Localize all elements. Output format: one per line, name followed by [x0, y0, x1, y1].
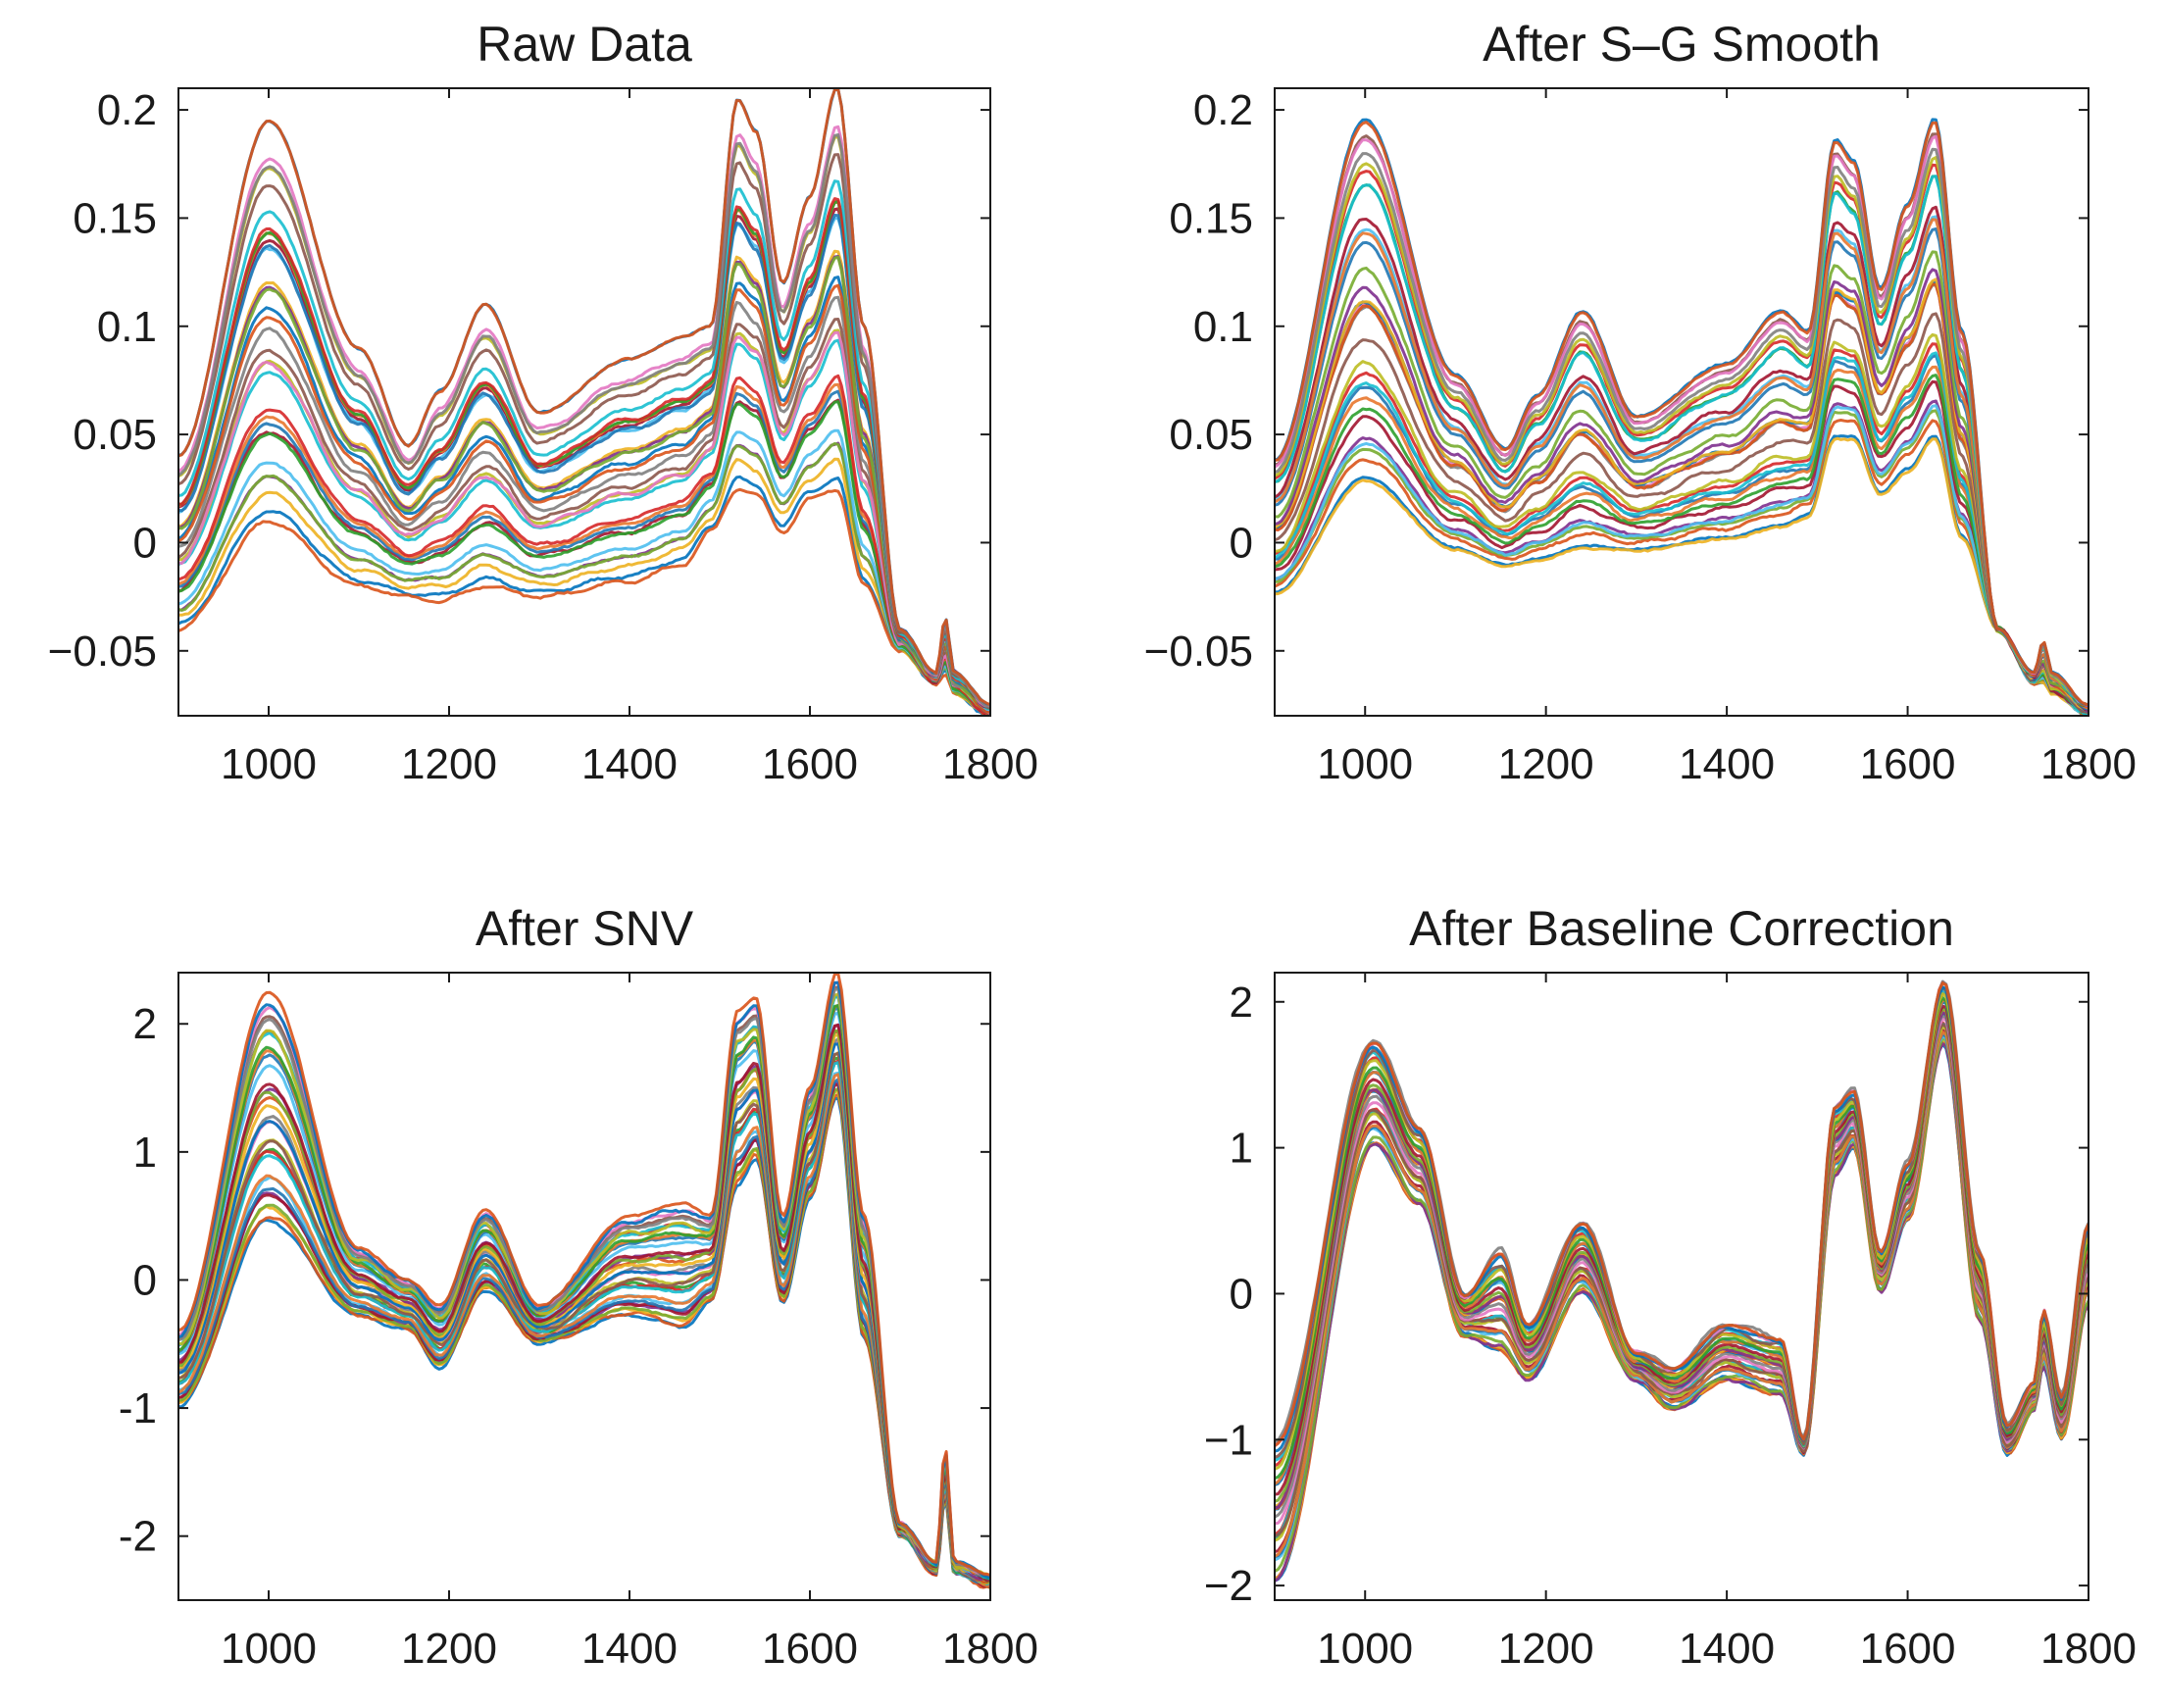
- raw-data-series-line: [178, 457, 990, 716]
- sg-smooth-series-line: [1275, 332, 2089, 715]
- raw-data-ytick-label: 0.2: [97, 86, 157, 134]
- raw-data-ytick-label: 0.05: [73, 411, 157, 459]
- raw-data-series-line: [178, 441, 990, 716]
- baseline-correction-axes-box: [1274, 972, 2089, 1601]
- sg-smooth-series-line: [1275, 218, 2089, 710]
- sg-smooth-ytick-label: −0.05: [1144, 628, 1253, 676]
- baseline-correction-ytick-label: −2: [1204, 1562, 1253, 1610]
- raw-data-series-line: [178, 295, 990, 712]
- raw-data-xtick-label: 1200: [401, 740, 497, 788]
- raw-data-series-line: [178, 283, 990, 714]
- baseline-correction-title: After Baseline Correction: [1409, 901, 1954, 956]
- sg-smooth-ytick-label: 0.15: [1169, 194, 1253, 242]
- snv-ytick-label: 0: [133, 1256, 157, 1304]
- baseline-correction-series-group: [1275, 980, 2089, 1582]
- baseline-correction-ytick-label: 2: [1230, 979, 1253, 1027]
- raw-data-series-line: [178, 374, 990, 715]
- sg-smooth-series-line: [1275, 379, 2089, 714]
- snv-ytick-label: 2: [133, 1000, 157, 1048]
- raw-data-series-line: [178, 179, 990, 710]
- baseline-correction-ytick-label: 1: [1230, 1125, 1253, 1173]
- sg-smooth-series-line: [1275, 404, 2089, 716]
- sg-smooth-xtick-label: 1800: [2040, 740, 2137, 788]
- snv-series-line: [178, 1023, 990, 1582]
- sg-smooth-title: After S–G Smooth: [1483, 17, 1881, 72]
- snv-ytick-label: 1: [133, 1129, 157, 1177]
- panel-snv: After SNV 1000 1200 1400 1600 1800 -2 -1 0 1 2: [119, 901, 1038, 1673]
- baseline-correction-xtick-label: 1800: [2040, 1625, 2137, 1673]
- raw-data-series-line: [178, 487, 990, 716]
- sg-smooth-series-line: [1275, 436, 2089, 716]
- raw-data-xtick-label: 1800: [942, 740, 1038, 788]
- raw-data-ytick-label: 0.15: [73, 194, 157, 242]
- raw-data-series-line: [178, 428, 990, 716]
- snv-axes-box: [177, 972, 991, 1601]
- raw-data-axes-box: [177, 87, 991, 717]
- sg-smooth-series-line: [1275, 250, 2089, 710]
- sg-smooth-ytick-label: 0.1: [1193, 303, 1253, 351]
- sg-smooth-series-line: [1275, 268, 2089, 714]
- snv-ytick-label: -2: [119, 1513, 157, 1561]
- snv-xtick-label: 1800: [942, 1625, 1038, 1673]
- baseline-correction-xtick-label: 1400: [1679, 1625, 1775, 1673]
- raw-data-series-line: [178, 400, 990, 716]
- raw-data-xtick-label: 1000: [221, 740, 317, 788]
- sg-smooth-series-line: [1275, 409, 2089, 716]
- sg-smooth-series-line: [1275, 147, 2089, 707]
- panel-sg-smooth: After S–G Smooth 1000 1200 1400 1600 1800 −0.0…: [1144, 17, 2137, 788]
- snv-series-line: [178, 973, 990, 1577]
- sg-smooth-axes-box: [1274, 87, 2089, 717]
- sg-smooth-ytick-label: 0: [1230, 519, 1253, 567]
- baseline-correction-xtick-label: 1200: [1498, 1625, 1594, 1673]
- sg-smooth-series-line: [1275, 374, 2089, 715]
- baseline-correction-ytick-label: −1: [1204, 1416, 1253, 1464]
- sg-smooth-xtick-label: 1600: [1860, 740, 1956, 788]
- snv-series-group: [178, 973, 990, 1589]
- raw-data-series-line: [178, 197, 990, 710]
- snv-xtick-label: 1600: [762, 1625, 858, 1673]
- sg-smooth-ytick-label: 0.2: [1193, 86, 1253, 134]
- baseline-correction-series-line: [1275, 981, 2089, 1447]
- panel-baseline-correction: After Baseline Correction 1000 1200 1400 160…: [1204, 901, 2137, 1673]
- sg-smooth-series-line: [1275, 351, 2089, 716]
- sg-smooth-series-line: [1275, 121, 2089, 707]
- snv-xtick-label: 1400: [581, 1625, 678, 1673]
- baseline-correction-xtick-label: 1000: [1317, 1625, 1413, 1673]
- sg-smooth-series-group: [1275, 118, 2089, 716]
- raw-data-series-line: [178, 88, 990, 707]
- snv-ytick-label: -1: [119, 1384, 157, 1432]
- sg-smooth-xtick-label: 1200: [1498, 740, 1594, 788]
- raw-data-ytick-label: 0.1: [97, 303, 157, 351]
- raw-data-series-line: [178, 330, 990, 715]
- sg-smooth-ytick-label: 0.05: [1169, 411, 1253, 459]
- raw-data-series-line: [178, 133, 990, 708]
- sg-smooth-xtick-label: 1000: [1317, 740, 1413, 788]
- raw-data-ytick-label: 0: [133, 519, 157, 567]
- snv-xtick-label: 1200: [401, 1625, 497, 1673]
- baseline-correction-ytick-label: 0: [1230, 1270, 1253, 1318]
- baseline-correction-xtick-label: 1600: [1860, 1625, 1956, 1673]
- raw-data-title: Raw Data: [477, 17, 692, 72]
- raw-data-series-group: [178, 88, 990, 716]
- sg-smooth-xtick-label: 1400: [1679, 740, 1775, 788]
- raw-data-xtick-label: 1600: [762, 740, 858, 788]
- raw-data-xtick-label: 1400: [581, 740, 678, 788]
- snv-title: After SNV: [476, 901, 694, 956]
- raw-data-series-line: [178, 255, 990, 710]
- raw-data-ytick-label: −0.05: [48, 628, 157, 676]
- sg-smooth-series-line: [1275, 175, 2089, 707]
- sg-smooth-series-line: [1275, 312, 2089, 715]
- snv-xtick-label: 1000: [221, 1625, 317, 1673]
- panel-raw-data: Raw Data 1000 1200 1400 1600 1800 −0.05 0 0.05 0.…: [48, 17, 1038, 788]
